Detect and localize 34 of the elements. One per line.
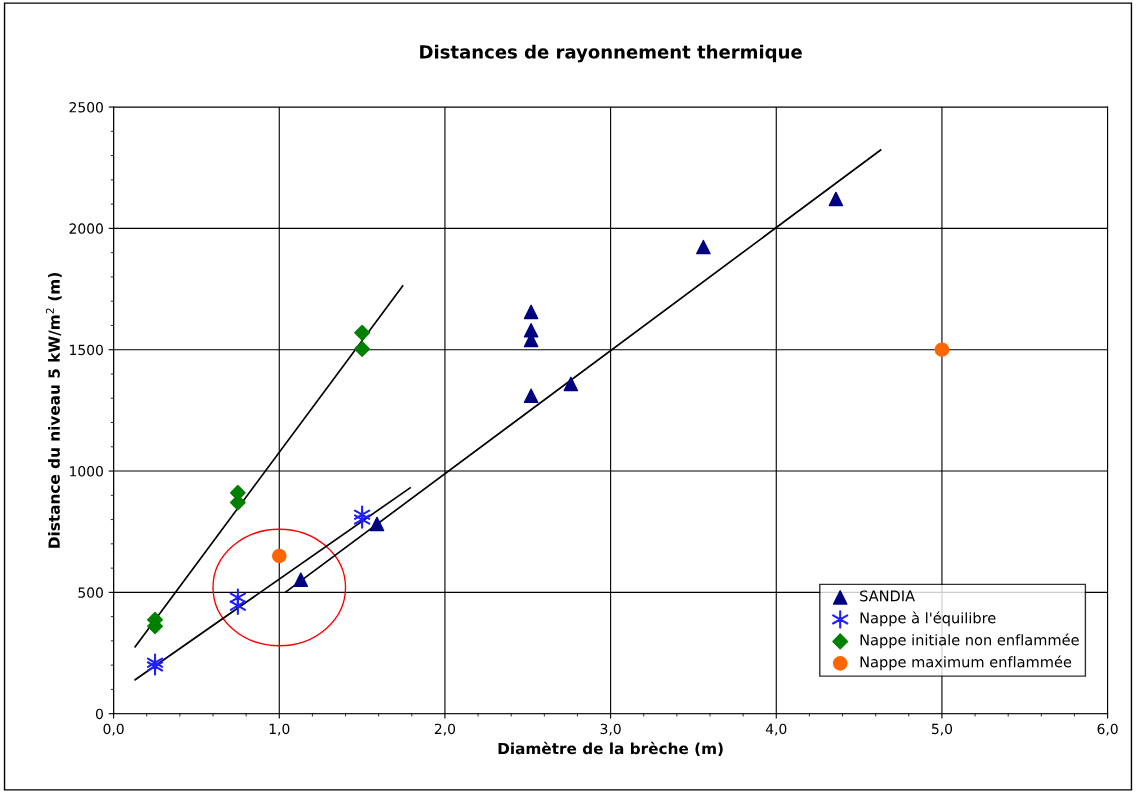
x-tick-label: 4,0: [765, 723, 787, 736]
legend-label: Nappe à l'équilibre: [860, 611, 996, 627]
y-axis-title: Distance du niveau 5 kW/m$^{2}$ (m): [45, 273, 62, 548]
legend-label: Nappe initiale non enflammée: [860, 633, 1079, 649]
x-axis-title: Diamètre de la brèche (m): [498, 741, 723, 757]
point: [354, 341, 371, 357]
x-tick-label: 5,0: [931, 723, 953, 736]
point: [828, 191, 844, 207]
x-tick-label: 3,0: [600, 723, 621, 736]
x-tick-label: 1,0: [269, 723, 290, 736]
point: [293, 572, 309, 588]
point: [934, 342, 950, 357]
point: [354, 324, 371, 341]
point: [523, 323, 539, 338]
point: [563, 376, 579, 392]
x-tick-label: 6,0: [1097, 723, 1118, 736]
y-tick-label: 0: [95, 708, 103, 720]
legend-label: Nappe maximum enflammée: [860, 655, 1072, 671]
y-tick-label: 1500: [70, 344, 103, 356]
y-tick-label: 500: [78, 587, 103, 598]
x-tick-label: 0,0: [103, 723, 124, 736]
chart-title: Distances de rayonnement thermique: [420, 44, 802, 63]
x-tick-label: 2,0: [434, 723, 456, 736]
legend-label: SANDIA: [860, 590, 915, 602]
y-tick-label: 2000: [69, 223, 103, 234]
point: [523, 388, 539, 404]
point: [523, 304, 539, 320]
point: [353, 510, 371, 529]
point: [146, 657, 164, 676]
point: [369, 516, 385, 532]
y-tick-label: 1000: [70, 466, 103, 477]
point: [696, 239, 711, 255]
y-tick-label: 2500: [69, 102, 103, 113]
point: [271, 548, 287, 564]
